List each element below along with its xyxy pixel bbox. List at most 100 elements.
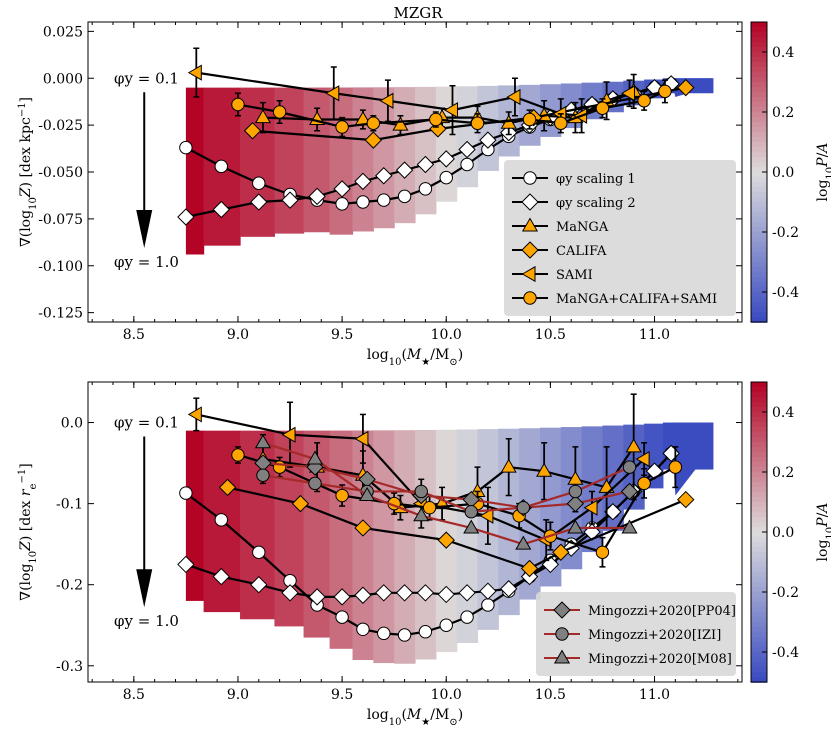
data-point [231, 97, 245, 112]
data-point [325, 85, 340, 102]
legend-label: Mingozzi+2020[IZI] [588, 628, 721, 643]
series-line [262, 441, 630, 546]
data-point [500, 458, 517, 473]
data-point [179, 486, 193, 500]
heat-column [581, 426, 604, 553]
data-point [397, 189, 412, 204]
legend-marker [521, 265, 536, 283]
data-point [212, 200, 231, 219]
colorbar-tick-label: -0.4 [772, 645, 799, 661]
colorbar-segment [751, 547, 767, 553]
series-line [185, 452, 672, 637]
y-tick-label: -0.2 [56, 578, 83, 594]
data-point [281, 426, 296, 443]
heat-column [498, 428, 520, 616]
series-group [177, 393, 695, 642]
data-point [281, 191, 299, 209]
colorbar-label: log10P/A [815, 503, 831, 562]
colorbar-segment [751, 477, 767, 483]
x-tick-label: 10.0 [431, 687, 462, 703]
colorbar-segment [751, 132, 767, 138]
colorbar-segment [751, 97, 767, 103]
colorbar-segment [751, 432, 767, 438]
colorbar-segment [751, 102, 767, 108]
colorbar-segment [751, 642, 767, 648]
colorbar-tick-label: 0.4 [772, 405, 794, 421]
data-point [187, 64, 202, 81]
colorbar-segment [751, 247, 767, 253]
colorbar-segment [751, 407, 767, 413]
colorbar-segment [751, 392, 767, 398]
colorbar-segment [751, 552, 767, 558]
legend-label: MaNGA [556, 220, 609, 235]
data-point [333, 180, 351, 198]
colorbar-tick-label: 0.0 [772, 525, 794, 541]
data-point [308, 476, 322, 491]
bottom-panel: 8.5 9.0 9.5 10.0 10.5 11.0 0.0 -0.1 -0.2 -0.3 ∇(lo… [17, 381, 831, 728]
legend: φy scaling 1 φy scaling 2 MaNGA CALIFA SAMI M… [504, 160, 736, 316]
legend: Mingozzi+2020[PP04] Mingozzi+2020[IZI] Min… [536, 592, 736, 676]
data-point [377, 626, 391, 641]
colorbar-segment [751, 652, 767, 658]
colorbar-segment [751, 177, 767, 183]
colorbar-segment [751, 77, 767, 83]
data-point [422, 500, 437, 515]
colorbar-segment [751, 157, 767, 163]
legend-label: φy scaling 1 [556, 172, 636, 187]
data-point [231, 448, 245, 462]
colorbar-segment [751, 502, 767, 508]
data-point [416, 155, 435, 174]
colorbar-segment [751, 267, 767, 273]
data-point [214, 513, 228, 527]
x-tick-label: 9.5 [331, 687, 353, 703]
data-point [250, 575, 268, 594]
colorbar-segment [751, 557, 767, 563]
colorbar-segment [751, 447, 767, 453]
colorbar-segment [751, 222, 767, 228]
data-point [335, 488, 349, 503]
data-point [516, 500, 531, 515]
legend-marker [521, 241, 539, 259]
colorbar-segment [751, 217, 767, 223]
y-axis-label: ∇(log10Z) [dex re−1] [17, 463, 39, 600]
x-axis-label: log10(M★/M⊙) [367, 707, 463, 728]
colorbar-segment [751, 562, 767, 568]
colorbar-segment [751, 442, 767, 448]
colorbar-segment [751, 387, 767, 393]
data-point [187, 406, 202, 423]
data-point [479, 131, 497, 149]
data-point [522, 112, 537, 127]
data-point [177, 208, 195, 226]
colorbar-segment [751, 27, 767, 33]
data-point [308, 187, 326, 206]
colorbar: 0.4 0.2 0.0 -0.2 -0.4 log10P/A [750, 21, 831, 323]
data-point [354, 172, 372, 191]
phi-bottom-label: φy = 1.0 [114, 253, 179, 271]
data-point [595, 101, 610, 115]
data-point [366, 116, 381, 130]
data-point [335, 610, 349, 624]
series-manga-califa-sami [231, 79, 672, 138]
data-point [437, 150, 455, 168]
top-panel: 8.5 9.0 9.5 10.0 10.5 11.0 0.025 0.000 -0.025 -0.… [17, 21, 831, 368]
phi-bottom-label: φy = 1.0 [114, 612, 179, 630]
data-point [212, 567, 231, 586]
legend-marker [523, 171, 537, 185]
colorbar-segment [751, 82, 767, 88]
heat-column [373, 87, 395, 229]
heat-tail [671, 422, 713, 496]
colorbar-segment [751, 47, 767, 53]
legend-label: CALIFA [556, 244, 607, 259]
colorbar-segment [751, 32, 767, 38]
colorbar-segment [751, 452, 767, 458]
colorbar-segment [751, 282, 767, 288]
legend-marker [523, 291, 537, 305]
y-tick-label: -0.125 [38, 306, 83, 322]
data-point [335, 120, 349, 134]
data-point [552, 543, 570, 561]
colorbar-segment [751, 187, 767, 193]
colorbar-segment [751, 62, 767, 68]
series-sami [187, 397, 650, 562]
colorbar-segment [751, 637, 767, 643]
colorbar-segment [751, 617, 767, 623]
